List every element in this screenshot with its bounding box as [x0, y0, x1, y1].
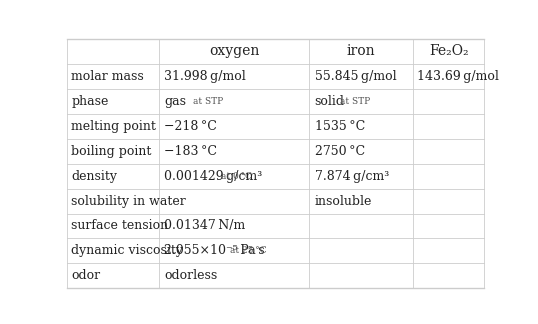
Text: at 0 °C: at 0 °C — [221, 172, 252, 180]
Text: at STP: at STP — [193, 97, 223, 106]
Text: oxygen: oxygen — [209, 44, 259, 58]
Text: at 25 °C: at 25 °C — [230, 247, 267, 255]
Text: 1535 °C: 1535 °C — [315, 120, 365, 133]
Text: 2.055×10⁻⁵ Pa s: 2.055×10⁻⁵ Pa s — [165, 244, 265, 258]
Text: −218 °C: −218 °C — [165, 120, 217, 133]
Text: 7.874 g/cm³: 7.874 g/cm³ — [315, 169, 389, 183]
Text: odorless: odorless — [165, 269, 218, 283]
Text: 55.845 g/mol: 55.845 g/mol — [315, 70, 396, 83]
Text: phase: phase — [72, 95, 109, 108]
Text: insoluble: insoluble — [315, 194, 372, 208]
Text: 0.01347 N/m: 0.01347 N/m — [165, 219, 246, 233]
Text: 31.998 g/mol: 31.998 g/mol — [165, 70, 246, 83]
Text: dynamic viscosity: dynamic viscosity — [72, 244, 183, 258]
Text: melting point: melting point — [72, 120, 157, 133]
Text: at STP: at STP — [341, 97, 371, 106]
Text: iron: iron — [347, 44, 376, 58]
Text: 143.69 g/mol: 143.69 g/mol — [417, 70, 499, 83]
Text: surface tension: surface tension — [72, 219, 168, 233]
Text: density: density — [72, 169, 117, 183]
Text: 0.001429 g/cm³: 0.001429 g/cm³ — [165, 169, 263, 183]
Text: −183 °C: −183 °C — [165, 145, 217, 158]
Text: Fe₂O₂: Fe₂O₂ — [429, 44, 469, 58]
Text: molar mass: molar mass — [72, 70, 144, 83]
Text: gas: gas — [165, 95, 186, 108]
Text: solid: solid — [315, 95, 344, 108]
Text: boiling point: boiling point — [72, 145, 152, 158]
Text: solubility in water: solubility in water — [72, 194, 186, 208]
Text: odor: odor — [72, 269, 101, 283]
Text: 2750 °C: 2750 °C — [315, 145, 365, 158]
